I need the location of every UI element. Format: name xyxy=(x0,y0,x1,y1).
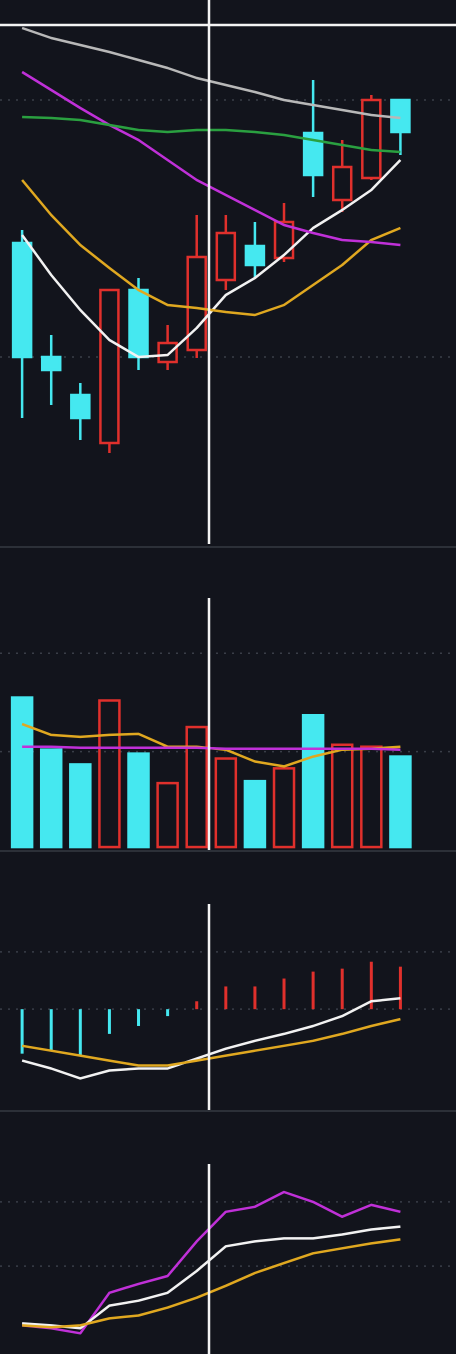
indicator-line xyxy=(21,1190,401,1335)
candle-body xyxy=(40,355,62,372)
volume-bar xyxy=(301,713,325,849)
volume-bar xyxy=(39,748,63,849)
indicator-line xyxy=(21,1017,401,1067)
indicator-line xyxy=(21,70,401,247)
plot-layer xyxy=(0,26,456,1335)
indicator-line xyxy=(21,997,401,1080)
volume-bar xyxy=(156,781,179,849)
volume-bar xyxy=(389,755,412,849)
volume-bar xyxy=(185,725,208,849)
candle-body xyxy=(11,241,33,359)
candle-body xyxy=(390,98,411,134)
volume-bar xyxy=(243,779,267,849)
volume-bar xyxy=(330,743,354,849)
candle-body xyxy=(128,288,149,359)
volume-bar xyxy=(127,752,150,849)
candle-body xyxy=(186,255,207,352)
volume-bar xyxy=(272,767,296,849)
volume-bar xyxy=(360,745,383,849)
indicator-line xyxy=(21,179,401,317)
candle-body xyxy=(244,244,266,267)
volume-bar xyxy=(214,757,238,849)
candle-body xyxy=(331,165,353,202)
indicator-line xyxy=(21,159,402,359)
candle-body xyxy=(157,341,178,364)
candle-body xyxy=(70,393,91,420)
candle-body xyxy=(99,288,120,445)
volume-bar xyxy=(10,696,34,849)
candle-body xyxy=(215,231,237,282)
volume-bar xyxy=(98,699,121,849)
indicator-line xyxy=(22,745,401,751)
indicator-line xyxy=(22,115,401,154)
candle-body xyxy=(273,220,295,260)
volume-bar xyxy=(69,763,92,849)
candle-body xyxy=(302,131,324,177)
candle-body xyxy=(361,98,382,180)
indicator-line xyxy=(21,26,401,120)
indicator-line xyxy=(22,1238,401,1329)
